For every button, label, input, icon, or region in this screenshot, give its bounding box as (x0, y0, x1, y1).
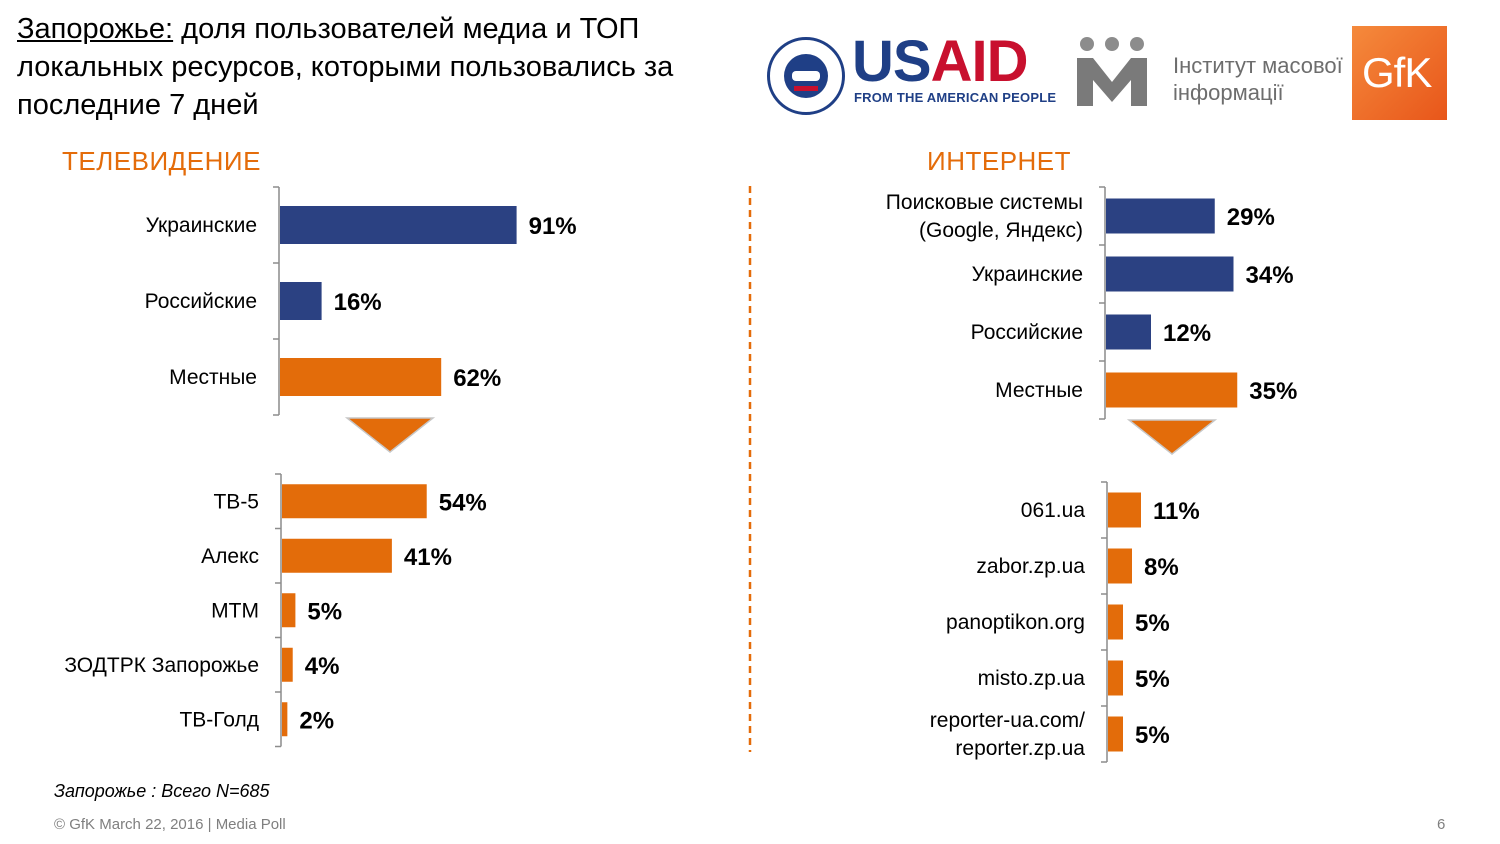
internet-local-bar (1108, 716, 1123, 752)
tv-main-value-label: 16% (334, 289, 382, 316)
internet-main-bar (1106, 372, 1238, 408)
internet-local-category-label: reporter-ua.com/ (930, 709, 1085, 732)
tv-local-category-label: ТВ-Голд (179, 708, 259, 731)
tv-local-bar (282, 484, 427, 519)
imi-name: Інститут масової інформації (1173, 53, 1343, 105)
internet-main-value-label: 12% (1163, 320, 1211, 347)
internet-main-category-label: Украинские (972, 263, 1083, 286)
usaid-tagline: FROM THE AMERICAN PEOPLE (854, 90, 1057, 105)
tv-down-arrow-icon (344, 417, 436, 453)
internet-main-category-label: Местные (995, 379, 1083, 402)
tv-main-bar (280, 282, 322, 320)
internet-local-category-label: misto.zp.ua (978, 667, 1086, 690)
internet-down-arrow-icon (1126, 419, 1218, 455)
internet-main-category-label: (Google, Яндекс) (919, 219, 1083, 242)
internet-local-category-label: 061.ua (1021, 499, 1086, 522)
internet-main-bar (1106, 198, 1215, 234)
tv-main-category-label: Российские (145, 290, 257, 313)
internet-section-title: ИНТЕРНЕТ (927, 146, 1072, 176)
usaid-wordmark: USAID (852, 29, 1028, 94)
internet-local-category-label: reporter.zp.ua (955, 737, 1085, 760)
tv-main-category-label: Украинские (146, 214, 257, 237)
tv-local-bar (282, 702, 288, 737)
tv-local-category-label: ТВ-5 (213, 490, 259, 513)
internet-main-bar (1106, 314, 1151, 350)
title-city: Запорожье: (17, 13, 174, 45)
tv-local-value-label: 4% (305, 653, 340, 680)
tv-local-category-label: МТМ (211, 599, 259, 622)
usaid-seal-logo (767, 37, 845, 115)
tv-local-value-label: 54% (439, 489, 487, 516)
internet-main-value-label: 34% (1246, 262, 1294, 289)
internet-local-bar (1108, 492, 1141, 528)
tv-local-category-label: ЗОДТРК Запорожье (64, 654, 259, 677)
tv-main-bar (280, 206, 517, 244)
tv-local-value-label: 5% (307, 598, 342, 625)
internet-main-value-label: 29% (1227, 204, 1275, 231)
gfk-logo: GfK (1352, 26, 1447, 120)
slide-title: Запорожье: доля пользователей медиа и ТО… (17, 10, 747, 124)
internet-local-value-label: 5% (1135, 666, 1170, 693)
tv-main-bar (280, 358, 442, 396)
tv-local-value-label: 2% (299, 707, 334, 734)
tv-section-title: ТЕЛЕВИДЕНИЕ (62, 146, 261, 176)
page-number: 6 (1437, 816, 1446, 833)
internet-local-category-label: zabor.zp.ua (976, 555, 1085, 578)
imi-logo (1077, 37, 1147, 106)
internet-local-bar (1108, 604, 1123, 640)
tv-local-category-label: Алекс (201, 545, 259, 568)
internet-local-value-label: 8% (1144, 554, 1179, 581)
internet-local-value-label: 5% (1135, 610, 1170, 637)
tv-main-value-label: 62% (453, 365, 501, 392)
internet-local-category-label: panoptikon.org (946, 611, 1085, 634)
internet-main-category-label: Поисковые системы (886, 191, 1083, 214)
footer: © GfK March 22, 2016 | Media Poll (54, 816, 286, 833)
tv-main-category-label: Местные (169, 366, 257, 389)
internet-local-value-label: 11% (1153, 498, 1200, 525)
tv-local-bar (282, 593, 296, 628)
internet-local-value-label: 5% (1135, 722, 1170, 749)
internet-main-bar (1106, 256, 1234, 292)
sample-note: Запорожье : Всего N=685 (54, 781, 270, 801)
title-text: доля пользователей медиа и ТОП локальных… (17, 13, 674, 121)
tv-local-value-label: 41% (404, 544, 452, 571)
internet-main-value-label: 35% (1249, 378, 1297, 405)
tv-main-value-label: 91% (529, 213, 577, 240)
internet-local-bar (1108, 660, 1123, 696)
tv-local-bar (282, 538, 392, 573)
internet-local-bar (1108, 548, 1132, 584)
internet-main-category-label: Российские (971, 321, 1083, 344)
tv-local-bar (282, 647, 293, 682)
